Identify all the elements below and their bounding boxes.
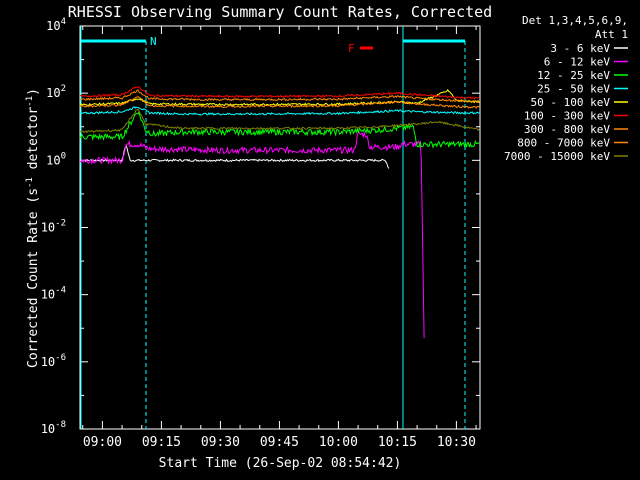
y-tick-label-exp: -6 bbox=[55, 353, 66, 363]
y-tick-label-exp: -2 bbox=[55, 219, 66, 229]
legend-label: 12 - 25 keV bbox=[537, 69, 610, 82]
series-lines bbox=[79, 85, 480, 339]
y-tick-label: 10-4 bbox=[41, 286, 66, 302]
legend-label: 50 - 100 keV bbox=[531, 96, 611, 109]
y-tick-label-base: 10 bbox=[46, 19, 60, 33]
y-tick-label: 100 bbox=[46, 151, 66, 167]
flag-label-f: F bbox=[348, 42, 355, 55]
y-tick-label: 10-2 bbox=[41, 219, 66, 235]
x-tick-label: 09:15 bbox=[142, 435, 181, 450]
y-tick-label-exp: 4 bbox=[61, 17, 66, 27]
series-line-3 bbox=[79, 106, 480, 116]
y-axis-label: Corrected Count Rate (s-1 detector-1) bbox=[25, 88, 41, 368]
legend-header-line1: Det 1,3,4,5,6,9, bbox=[522, 14, 628, 27]
y-tick-label-base: 10 bbox=[46, 153, 60, 167]
chart-title: RHESSI Observing Summary Count Rates, Co… bbox=[68, 3, 492, 21]
y-axis-label-sup1: -1 bbox=[25, 177, 35, 188]
y-tick-label-base: 10 bbox=[46, 86, 60, 100]
x-tick-label: 09:45 bbox=[260, 435, 299, 450]
y-tick-label-exp: 0 bbox=[61, 151, 66, 161]
series-line-4 bbox=[79, 89, 480, 107]
x-tick-label: 10:00 bbox=[319, 435, 358, 450]
y-axis-label-end: ) bbox=[26, 88, 41, 96]
y-tick-label-exp: -4 bbox=[55, 286, 66, 296]
y-tick-label: 10-8 bbox=[41, 420, 66, 436]
x-axis-label: Start Time (26-Sep-02 08:54:42) bbox=[159, 456, 402, 471]
y-axis-label-main: Corrected Count Rate (s bbox=[26, 188, 41, 368]
x-tick-label: 09:00 bbox=[83, 435, 122, 450]
legend-label: 25 - 50 keV bbox=[537, 83, 610, 96]
series-line-2 bbox=[79, 110, 480, 150]
y-axis-label-sup2: -1 bbox=[25, 96, 35, 107]
y-tick-label: 104 bbox=[46, 17, 66, 33]
plot-frame bbox=[79, 25, 481, 430]
series-line-0 bbox=[79, 144, 390, 169]
x-tick-label: 10:15 bbox=[378, 435, 417, 450]
x-tick-label: 09:30 bbox=[201, 435, 240, 450]
y-tick-label: 10-6 bbox=[41, 353, 66, 369]
y-axis-label-mid: detector bbox=[26, 107, 41, 178]
y-tick-label-base: 10 bbox=[41, 422, 55, 436]
y-tick-label-base: 10 bbox=[41, 288, 55, 302]
y-tick-label-base: 10 bbox=[41, 221, 55, 235]
x-tick-label: 10:30 bbox=[437, 435, 476, 450]
y-tick-label: 102 bbox=[46, 84, 66, 100]
legend-label: 100 - 300 keV bbox=[524, 110, 610, 123]
series-line-7 bbox=[79, 95, 480, 109]
series-line-1 bbox=[79, 130, 425, 339]
series-line-5 bbox=[79, 85, 480, 100]
y-tick-label-exp: -8 bbox=[55, 420, 66, 430]
x-axis: 09:00 09:15 09:30 09:45 10:00 10:15 10:30 bbox=[82, 26, 477, 450]
spacecraft-flags: NF bbox=[80, 26, 466, 429]
legend-header-line2: Att 1 bbox=[595, 28, 628, 41]
series-line-8 bbox=[79, 108, 480, 134]
legend-label: 7000 - 15000 keV bbox=[504, 150, 610, 163]
y-tick-label-exp: 2 bbox=[61, 84, 66, 94]
flag-label-n: N bbox=[150, 35, 157, 48]
series-line-6 bbox=[79, 89, 480, 104]
legend-label: 800 - 7000 keV bbox=[517, 137, 610, 150]
legend-label: 3 - 6 keV bbox=[550, 42, 610, 55]
legend-label: 300 - 800 keV bbox=[524, 123, 610, 136]
y-tick-label-base: 10 bbox=[41, 355, 55, 369]
legend-label: 6 - 12 keV bbox=[544, 56, 611, 69]
